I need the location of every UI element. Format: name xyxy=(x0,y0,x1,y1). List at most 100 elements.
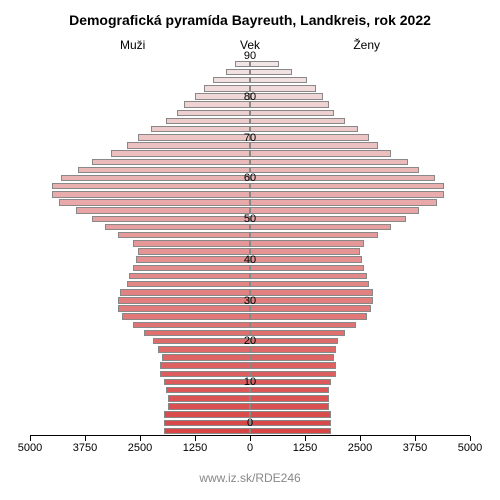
chart-title: Demografická pyramída Bayreuth, Landkrei… xyxy=(0,12,500,28)
footer-source: www.iz.sk/RDE246 xyxy=(0,471,500,485)
female-bar xyxy=(250,61,279,68)
male-bar xyxy=(144,330,250,337)
female-bar xyxy=(250,150,391,157)
female-bar xyxy=(250,403,329,410)
male-bar xyxy=(164,379,250,386)
female-bar xyxy=(250,338,338,345)
plot-area: 0102030405060708090 xyxy=(30,60,470,435)
male-bar xyxy=(166,387,250,394)
female-bar xyxy=(250,256,362,263)
female-bar xyxy=(250,281,369,288)
female-bar xyxy=(250,387,329,394)
male-half xyxy=(30,60,250,435)
male-bar xyxy=(160,362,250,369)
female-bar xyxy=(250,379,331,386)
female-bar xyxy=(250,297,373,304)
female-bar xyxy=(250,183,444,190)
male-bar xyxy=(136,256,250,263)
female-bar xyxy=(250,232,378,239)
pyramid-chart: Demografická pyramída Bayreuth, Landkrei… xyxy=(0,0,500,500)
male-bar xyxy=(92,159,250,166)
female-bar xyxy=(250,305,371,312)
male-bar xyxy=(76,207,250,214)
male-bar xyxy=(177,110,250,117)
male-bar xyxy=(52,183,250,190)
header-labels: Muži Vek Ženy xyxy=(0,38,500,58)
male-bar xyxy=(92,216,250,223)
female-bar xyxy=(250,175,435,182)
female-bar xyxy=(250,85,316,92)
x-tick-label: 0 xyxy=(247,442,253,454)
male-bar xyxy=(213,77,250,84)
female-half xyxy=(250,60,470,435)
male-bar xyxy=(78,167,250,174)
female-bar xyxy=(250,216,406,223)
male-bar xyxy=(195,93,250,100)
male-bar xyxy=(127,281,250,288)
x-axis: 500037502500125001250250037505000 xyxy=(30,435,470,458)
female-bar xyxy=(250,134,369,141)
male-bar xyxy=(118,297,250,304)
male-bar xyxy=(118,232,250,239)
female-bar xyxy=(250,191,444,198)
male-bar xyxy=(184,101,250,108)
male-bar xyxy=(120,289,250,296)
male-bar xyxy=(122,313,250,320)
male-bar xyxy=(133,322,250,329)
female-bar xyxy=(250,69,292,76)
x-tick-label: 5000 xyxy=(18,442,42,454)
female-bar xyxy=(250,159,408,166)
female-bar xyxy=(250,371,336,378)
female-bar xyxy=(250,126,358,133)
male-bar xyxy=(168,395,251,402)
label-age: Vek xyxy=(240,38,260,52)
male-bar xyxy=(204,85,250,92)
male-bar xyxy=(160,371,250,378)
male-bar xyxy=(168,403,251,410)
female-bar xyxy=(250,199,437,206)
female-bar xyxy=(250,110,334,117)
x-tick-label: 1250 xyxy=(183,442,207,454)
male-bar xyxy=(127,142,250,149)
male-bar xyxy=(133,240,250,247)
male-bar xyxy=(164,428,250,435)
x-tick-label: 1250 xyxy=(293,442,317,454)
male-bar xyxy=(133,265,250,272)
label-male: Muži xyxy=(120,38,145,52)
male-bar xyxy=(226,69,250,76)
female-bar xyxy=(250,101,329,108)
x-tick-label: 2500 xyxy=(128,442,152,454)
male-bar xyxy=(105,224,250,231)
female-bar xyxy=(250,167,419,174)
male-bar xyxy=(111,150,250,157)
female-bar xyxy=(250,322,356,329)
female-bar xyxy=(250,77,307,84)
male-bar xyxy=(153,338,250,345)
x-tick-label: 5000 xyxy=(458,442,482,454)
female-bar xyxy=(250,273,367,280)
male-bar xyxy=(235,61,250,68)
male-bar xyxy=(118,305,250,312)
male-bar xyxy=(129,273,250,280)
male-bar xyxy=(158,346,250,353)
male-bar xyxy=(164,411,250,418)
male-bar xyxy=(151,126,250,133)
x-tick-label: 2500 xyxy=(348,442,372,454)
female-bar xyxy=(250,330,345,337)
female-bar xyxy=(250,207,419,214)
female-bar xyxy=(250,289,373,296)
male-bar xyxy=(61,175,250,182)
x-tick-label: 3750 xyxy=(403,442,427,454)
label-female: Ženy xyxy=(353,38,380,52)
male-bar xyxy=(162,354,250,361)
female-bar xyxy=(250,346,336,353)
male-bar xyxy=(59,199,250,206)
female-bar xyxy=(250,411,331,418)
female-bar xyxy=(250,354,334,361)
male-bar xyxy=(166,118,250,125)
female-bar xyxy=(250,118,345,125)
male-bar xyxy=(164,420,250,427)
female-bar xyxy=(250,240,364,247)
female-bar xyxy=(250,142,378,149)
male-bar xyxy=(138,248,250,255)
